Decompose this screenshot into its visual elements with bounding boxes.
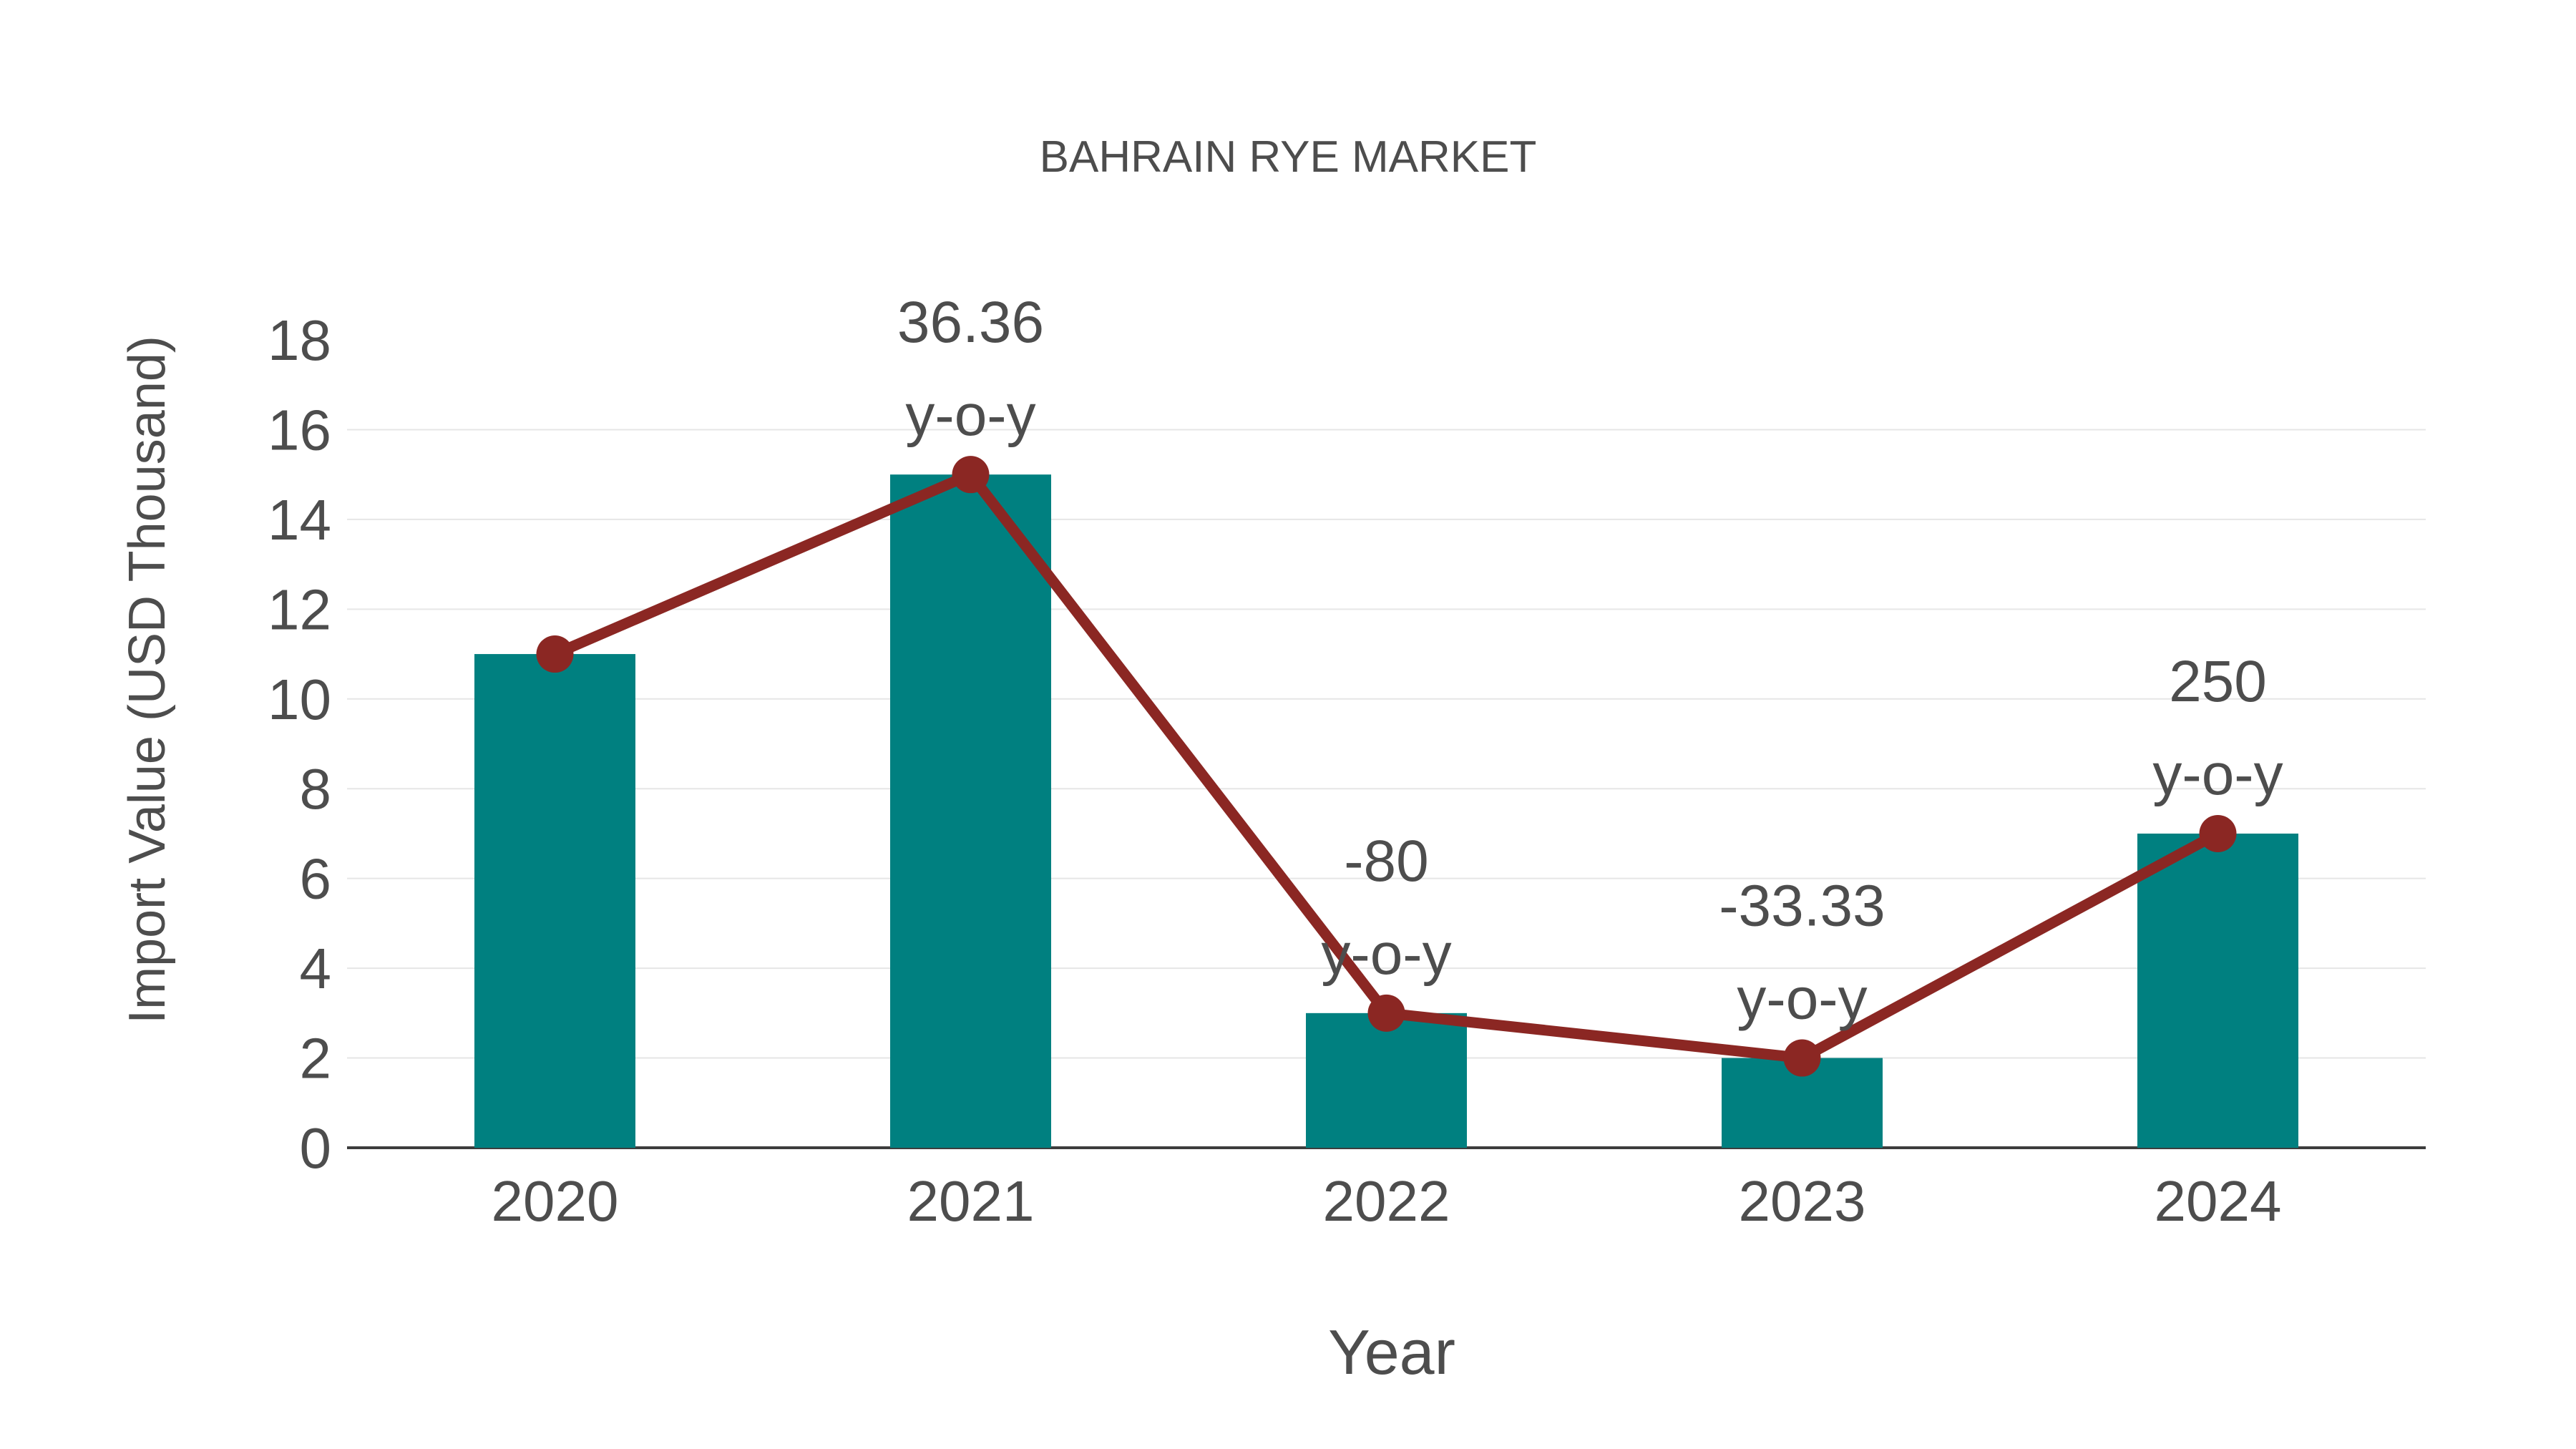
bar-2022 xyxy=(1306,1013,1467,1148)
bar-2020 xyxy=(474,654,635,1148)
data-point-2024 xyxy=(2199,814,2237,852)
y-tick-label-16: 16 xyxy=(268,398,331,462)
annotation-2021-value: 36.36 xyxy=(897,290,1044,355)
y-tick-label-8: 8 xyxy=(300,757,332,821)
bar-2021 xyxy=(890,474,1051,1148)
data-point-2020 xyxy=(536,635,574,673)
y-tick-label-2: 2 xyxy=(300,1027,332,1091)
x-axis-tick-labels: 2020 2021 2022 2023 2024 xyxy=(492,1169,2282,1233)
x-tick-label-2023: 2023 xyxy=(1739,1169,1866,1233)
annotation-2024-suffix: y-o-y xyxy=(2152,742,2283,807)
y-axis-title: Import Value (USD Thousand) xyxy=(119,336,176,1024)
y-tick-label-4: 4 xyxy=(300,937,332,1000)
annotation-2023-value: -33.33 xyxy=(1719,874,1885,939)
x-tick-label-2022: 2022 xyxy=(1323,1169,1450,1233)
chart-title: BAHRAIN RYE MARKET xyxy=(1040,132,1537,182)
bar-2024 xyxy=(2137,833,2298,1148)
y-tick-label-6: 6 xyxy=(300,847,332,911)
data-point-2021 xyxy=(952,456,990,494)
x-tick-label-2020: 2020 xyxy=(492,1169,619,1233)
bar-series xyxy=(474,474,2298,1148)
annotation-2024-value: 250 xyxy=(2169,649,2267,714)
annotation-2022-suffix: y-o-y xyxy=(1321,922,1451,987)
gridlines xyxy=(347,429,2426,1059)
y-axis-tick-labels: 0 2 4 6 8 10 12 14 16 18 xyxy=(268,308,331,1180)
data-point-2023 xyxy=(1783,1039,1821,1077)
annotation-2022-value: -80 xyxy=(1344,829,1429,894)
x-tick-label-2024: 2024 xyxy=(2155,1169,2282,1233)
data-point-2022 xyxy=(1367,994,1405,1032)
annotation-2021-suffix: y-o-y xyxy=(905,383,1035,448)
line-markers xyxy=(536,456,2237,1077)
y-tick-label-10: 10 xyxy=(268,668,331,731)
y-tick-label-0: 0 xyxy=(300,1116,332,1180)
x-tick-label-2021: 2021 xyxy=(907,1169,1035,1233)
x-axis-title: Year xyxy=(1328,1317,1455,1387)
y-tick-label-18: 18 xyxy=(268,308,331,372)
annotations: 36.36 y-o-y -80 y-o-y -33.33 y-o-y 250 y-o-y xyxy=(897,290,2283,1031)
y-tick-label-14: 14 xyxy=(268,488,331,552)
y-tick-label-12: 12 xyxy=(268,577,331,641)
annotation-2023-suffix: y-o-y xyxy=(1737,967,1867,1032)
